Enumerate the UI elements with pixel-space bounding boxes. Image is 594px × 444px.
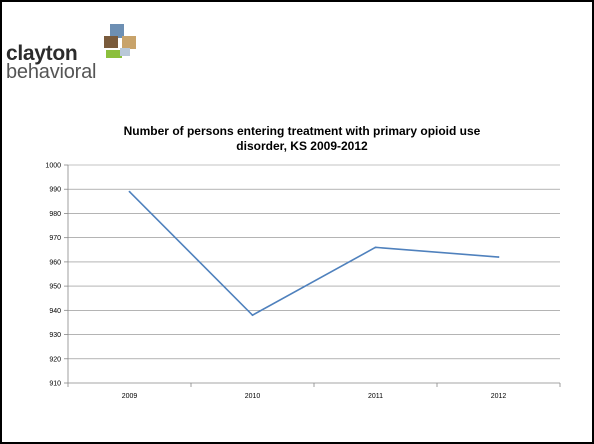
logo-word-clayton: clayton [6, 42, 78, 65]
y-tick-label: 1000 [45, 163, 61, 170]
logo-square-lightblue [120, 48, 130, 56]
x-tick-label: 2009 [122, 393, 138, 400]
x-tick-label: 2010 [245, 393, 261, 400]
x-tick-label: 2011 [368, 393, 383, 400]
chart-title: Number of persons entering treatment wit… [72, 124, 532, 154]
y-tick-label: 960 [49, 259, 61, 266]
data-point [128, 190, 131, 193]
logo-word-behavioral: behavioral [6, 61, 97, 83]
data-point [251, 314, 254, 317]
y-tick-label: 920 [49, 356, 61, 363]
chart-title-line-1: Number of persons entering treatment wit… [123, 124, 481, 138]
y-tick-label: 990 [49, 187, 61, 194]
clayton-behavioral-logo: clayton behavioral [6, 24, 136, 88]
y-tick-label: 940 [49, 308, 61, 315]
y-tick-label: 970 [49, 235, 61, 242]
y-tick-label: 950 [49, 284, 61, 291]
logo-squares-icon [94, 24, 138, 64]
logo-square-green [106, 50, 122, 58]
logo-square-blue [110, 24, 124, 38]
data-point [497, 256, 500, 258]
logo-square-tan [122, 36, 136, 49]
y-tick-label: 930 [49, 332, 61, 339]
chart-title-line-2: disorder, KS 2009-2012 [236, 139, 368, 153]
logo-square-brown [104, 36, 118, 48]
y-tick-label: 980 [49, 211, 61, 218]
y-tick-label: 910 [49, 381, 61, 388]
x-tick-label: 2012 [491, 393, 507, 400]
data-point [374, 246, 377, 249]
series-line [128, 191, 499, 317]
